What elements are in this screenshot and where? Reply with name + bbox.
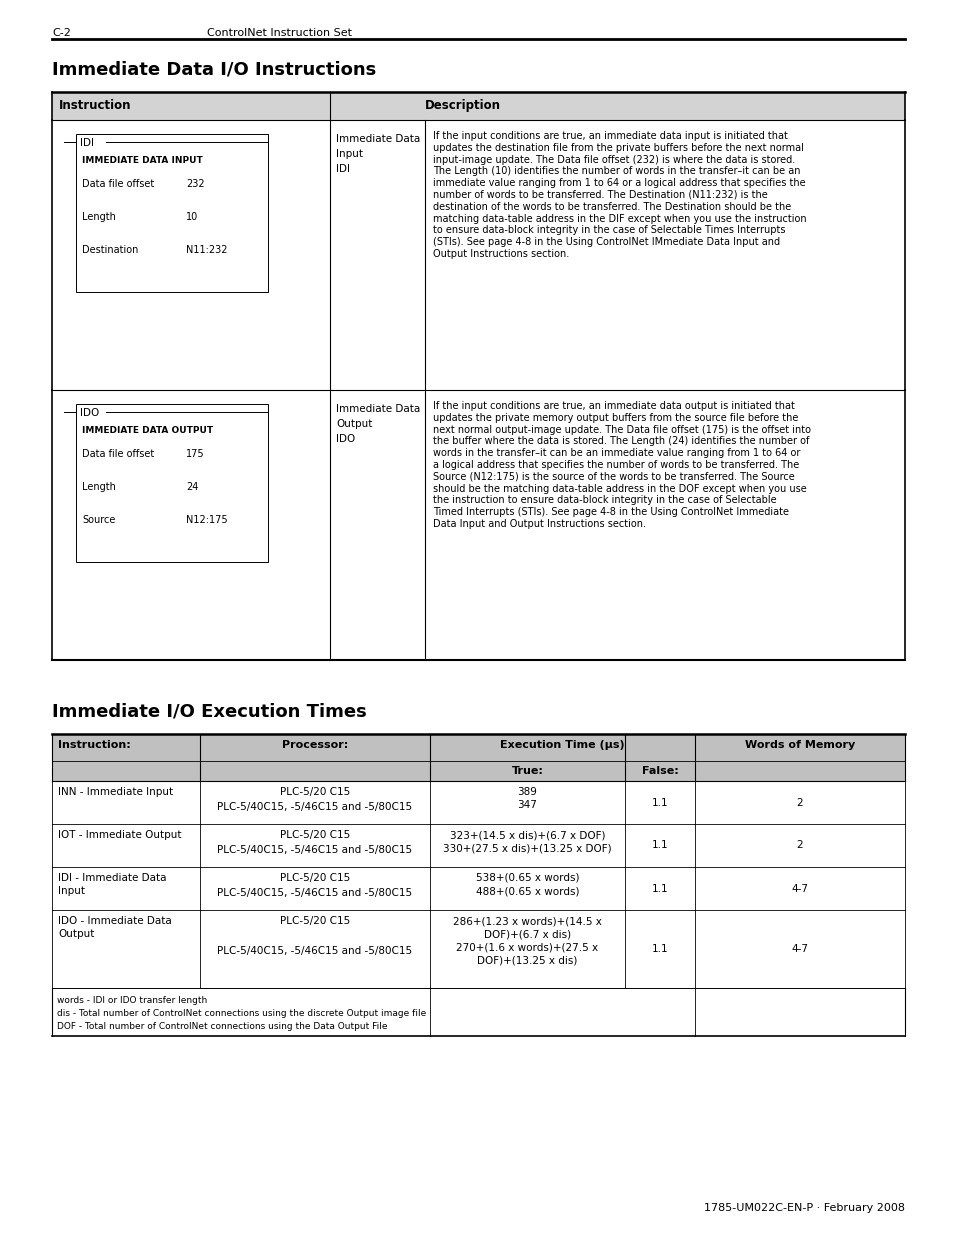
Text: Description: Description [424,99,500,112]
Text: ControlNet Instruction Set: ControlNet Instruction Set [207,28,352,38]
Text: Instruction: Instruction [59,99,132,112]
Text: 538+(0.65 x words)
488+(0.65 x words): 538+(0.65 x words) 488+(0.65 x words) [476,873,578,897]
Text: updates the destination file from the private buffers before the next normal: updates the destination file from the pr… [433,143,803,153]
Text: immediate value ranging from 1 to 64 or a logical address that specifies the: immediate value ranging from 1 to 64 or … [433,178,804,188]
Text: Length: Length [82,212,115,222]
Text: dis - Total number of ControlNet connections using the discrete Output image fil: dis - Total number of ControlNet connect… [57,1009,426,1018]
Text: Data file offset: Data file offset [82,179,154,189]
Text: If the input conditions are true, an immediate data input is initiated that: If the input conditions are true, an imm… [433,131,787,141]
Text: PLC-5/20 C15
PLC-5/40C15, -5/46C15 and -5/80C15: PLC-5/20 C15 PLC-5/40C15, -5/46C15 and -… [217,873,412,898]
Text: 10: 10 [186,212,198,222]
Bar [52,988,904,1036]
Text: Immediate Data I/O Instructions: Immediate Data I/O Instructions [52,61,375,78]
Text: a logical address that specifies the number of words to be transferred. The: a logical address that specifies the num… [433,459,799,471]
Bar [52,824,904,867]
Text: 4-7: 4-7 [791,944,807,953]
Text: True:: True: [511,766,543,776]
Text: to ensure data-block integrity in the case of Selectable Times Interrupts: to ensure data-block integrity in the ca… [433,226,784,236]
Text: the instruction to ensure data-block integrity in the case of Selectable: the instruction to ensure data-block int… [433,495,776,505]
Text: 323+(14.5 x dis)+(6.7 x DOF)
330+(27.5 x dis)+(13.25 x DOF): 323+(14.5 x dis)+(6.7 x DOF) 330+(27.5 x… [443,830,611,853]
Text: C-2: C-2 [52,28,71,38]
Text: INN - Immediate Input: INN - Immediate Input [58,787,172,797]
Text: PLC-5/20 C15
PLC-5/40C15, -5/46C15 and -5/80C15: PLC-5/20 C15 PLC-5/40C15, -5/46C15 and -… [217,787,412,811]
Text: 1.1: 1.1 [651,798,668,808]
Text: words in the transfer–it can be an immediate value ranging from 1 to 64 or: words in the transfer–it can be an immed… [433,448,800,458]
Text: words - IDI or IDO transfer length: words - IDI or IDO transfer length [57,995,207,1005]
Text: should be the matching data-table address in the DOF except when you use: should be the matching data-table addres… [433,484,806,494]
Text: Instruction:: Instruction: [58,740,131,750]
Text: next normal output-image update. The Data file offset (175) is the offset into: next normal output-image update. The Dat… [433,425,810,435]
Text: input-image update. The Data file offset (232) is where the data is stored.: input-image update. The Data file offset… [433,154,795,164]
Text: destination of the words to be transferred. The Destination should be the: destination of the words to be transferr… [433,201,790,211]
Text: Execution Time (μs): Execution Time (μs) [499,740,624,750]
Bar [52,910,904,988]
Bar [76,135,268,291]
Text: N11:232: N11:232 [186,245,227,254]
Bar [52,781,904,824]
Text: DOF - Total number of ControlNet connections using the Data Output File: DOF - Total number of ControlNet connect… [57,1023,387,1031]
Text: (STIs). See page 4-8 in the Using ControlNet IMmediate Data Input and: (STIs). See page 4-8 in the Using Contro… [433,237,780,247]
Text: matching data-table address in the DIF except when you use the instruction: matching data-table address in the DIF e… [433,214,806,224]
Text: 389
347: 389 347 [517,787,537,810]
Text: If the input conditions are true, an immediate data output is initiated that: If the input conditions are true, an imm… [433,401,794,411]
Text: Immediate Data
Output
IDO: Immediate Data Output IDO [335,404,420,443]
Text: Destination: Destination [82,245,138,254]
Text: 1785-UM022C-EN-P · February 2008: 1785-UM022C-EN-P · February 2008 [703,1203,904,1213]
Text: IDI: IDI [80,138,94,148]
Text: N12:175: N12:175 [186,515,228,525]
Text: IMMEDIATE DATA OUTPUT: IMMEDIATE DATA OUTPUT [82,426,213,435]
Text: Immediate I/O Execution Times: Immediate I/O Execution Times [52,701,366,720]
Text: Immediate Data
Input
IDI: Immediate Data Input IDI [335,135,420,174]
Bar [52,761,904,781]
Bar [76,404,268,562]
Text: 175: 175 [186,450,204,459]
Text: Timed Interrupts (STIs). See page 4-8 in the Using ControlNet Immediate: Timed Interrupts (STIs). See page 4-8 in… [433,508,788,517]
Text: 1.1: 1.1 [651,883,668,893]
Text: 2: 2 [796,841,802,851]
Text: Words of Memory: Words of Memory [744,740,854,750]
Text: IOT - Immediate Output: IOT - Immediate Output [58,830,181,840]
Text: 24: 24 [186,482,198,492]
Text: the buffer where the data is stored. The Length (24) identifies the number of: the buffer where the data is stored. The… [433,436,808,446]
Text: 4-7: 4-7 [791,883,807,893]
Bar [52,390,904,659]
Text: 286+(1.23 x words)+(14.5 x
DOF)+(6.7 x dis)
270+(1.6 x words)+(27.5 x
DOF)+(13.2: 286+(1.23 x words)+(14.5 x DOF)+(6.7 x d… [453,916,601,966]
Text: PLC-5/20 C15
PLC-5/40C15, -5/46C15 and -5/80C15: PLC-5/20 C15 PLC-5/40C15, -5/46C15 and -… [217,830,412,855]
Text: PLC-5/20 C15

PLC-5/40C15, -5/46C15 and -5/80C15: PLC-5/20 C15 PLC-5/40C15, -5/46C15 and -… [217,916,412,956]
Text: IDI - Immediate Data
Input: IDI - Immediate Data Input [58,873,167,897]
Text: 2: 2 [796,798,802,808]
Text: IDO: IDO [80,408,99,417]
Text: Source: Source [82,515,115,525]
Text: Data file offset: Data file offset [82,450,154,459]
Bar [52,91,904,120]
Text: Source (N12:175) is the source of the words to be transferred. The Source: Source (N12:175) is the source of the wo… [433,472,794,482]
Text: number of words to be transferred. The Destination (N11:232) is the: number of words to be transferred. The D… [433,190,767,200]
Text: 232: 232 [186,179,204,189]
Text: False:: False: [641,766,678,776]
Text: Length: Length [82,482,115,492]
Text: Processor:: Processor: [281,740,348,750]
Bar [52,120,904,390]
Text: The Length (10) identifies the number of words in the transfer–it can be an: The Length (10) identifies the number of… [433,167,800,177]
Text: updates the private memory output buffers from the source file before the: updates the private memory output buffer… [433,412,798,422]
Text: 1.1: 1.1 [651,944,668,953]
Text: Output Instructions section.: Output Instructions section. [433,249,569,259]
Text: 1.1: 1.1 [651,841,668,851]
Bar [52,867,904,910]
Text: IMMEDIATE DATA INPUT: IMMEDIATE DATA INPUT [82,156,203,165]
Text: Data Input and Output Instructions section.: Data Input and Output Instructions secti… [433,519,645,529]
Text: IDO - Immediate Data
Output: IDO - Immediate Data Output [58,916,172,939]
Bar [52,734,904,761]
